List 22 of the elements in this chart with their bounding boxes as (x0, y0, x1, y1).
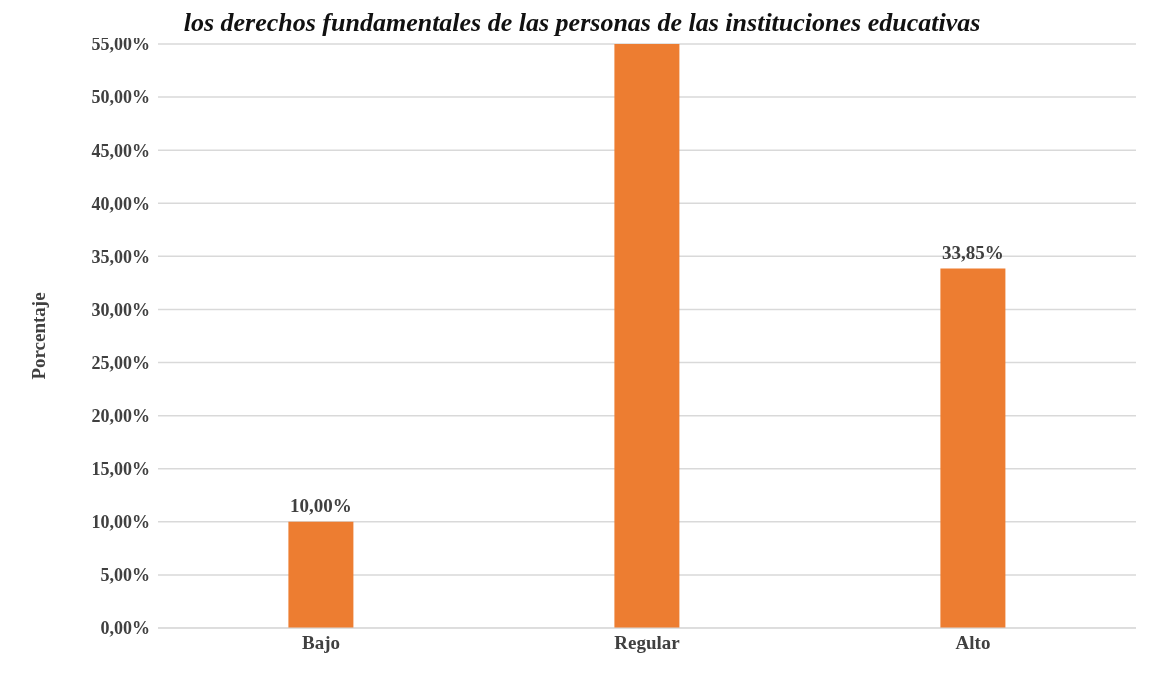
y-tick-label: 30,00% (91, 299, 150, 320)
y-tick-label: 25,00% (91, 352, 150, 373)
y-tick-label: 10,00% (91, 512, 150, 533)
y-tick-label: 50,00% (91, 87, 150, 108)
bar (940, 268, 1006, 628)
y-tick-label: 35,00% (91, 246, 150, 267)
y-tick-label: 20,00% (91, 406, 150, 427)
y-tick-label: 40,00% (91, 193, 150, 214)
y-tick-label: 45,00% (91, 140, 150, 161)
y-axis-title: Porcentaje (27, 292, 49, 380)
x-tick-label: Regular (614, 632, 681, 654)
x-tick-label: Bajo (302, 632, 340, 654)
data-label: 10,00% (290, 494, 352, 516)
x-tick-label: Alto (955, 632, 991, 654)
data-label: 33,85% (942, 241, 1004, 263)
y-tick-label: 0,00% (100, 618, 150, 639)
y-tick-label: 5,00% (100, 565, 150, 586)
bar (288, 521, 354, 628)
y-tick-label: 55,00% (91, 34, 150, 55)
chart-title: los derechos fundamentales de las personas de las instituciones educativas (183, 8, 981, 37)
y-tick-label: 15,00% (91, 459, 150, 480)
bar (614, 44, 680, 628)
